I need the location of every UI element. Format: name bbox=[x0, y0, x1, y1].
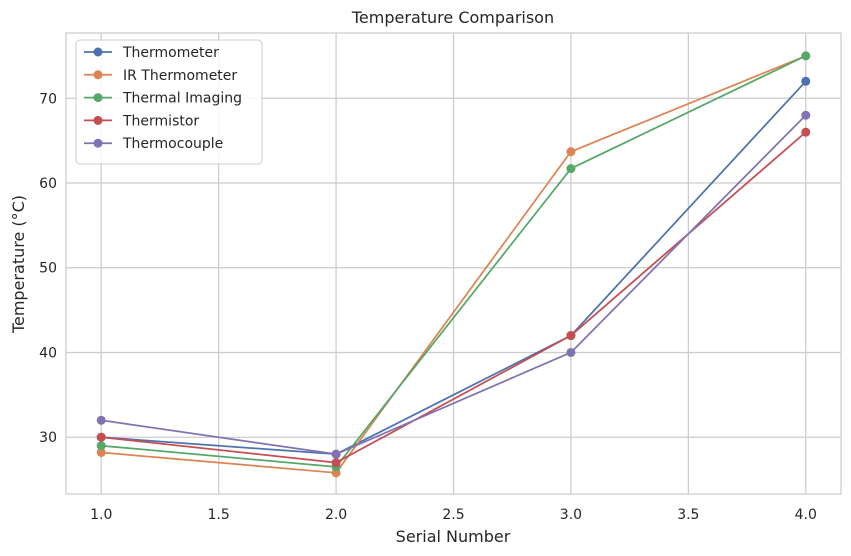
x-tick-label: 3.5 bbox=[677, 507, 699, 523]
x-tick-labels: 1.0 1.5 2.0 2.5 3.0 3.5 4.0 bbox=[90, 507, 817, 523]
series-layer bbox=[96, 51, 811, 478]
y-tick-label: 70 bbox=[39, 91, 57, 107]
data-point-thermocouple bbox=[96, 415, 106, 425]
legend-item-thermometer: Thermometer bbox=[84, 45, 219, 61]
legend-item-thermistor: Thermistor bbox=[84, 113, 199, 129]
x-tick-label: 1.0 bbox=[90, 507, 112, 523]
legend-swatch-marker bbox=[93, 93, 103, 103]
legend-swatch-marker bbox=[93, 115, 103, 125]
series-line-ir-thermometer bbox=[101, 55, 807, 474]
y-tick-labels: 30 40 50 60 70 bbox=[39, 91, 57, 446]
legend-swatch-marker bbox=[93, 138, 103, 148]
data-point-thermistor bbox=[801, 127, 811, 137]
series-line-thermocouple bbox=[101, 114, 807, 456]
data-point-thermometer bbox=[801, 76, 811, 86]
legend-label: Thermal Imaging bbox=[122, 91, 242, 107]
x-tick-label: 3.0 bbox=[560, 507, 582, 523]
x-tick-label: 2.0 bbox=[325, 507, 347, 523]
data-point-thermal-imaging bbox=[566, 164, 576, 174]
x-tick-label: 4.0 bbox=[795, 507, 817, 523]
legend-box bbox=[75, 39, 263, 165]
y-tick-label: 40 bbox=[39, 345, 57, 361]
legend-swatch-marker bbox=[93, 70, 103, 80]
data-point-thermistor bbox=[331, 458, 341, 468]
legend: Thermometer IR Thermometer Thermal Imaging… bbox=[75, 39, 263, 165]
x-axis-label: Serial Number bbox=[396, 527, 511, 546]
legend-label: IR Thermometer bbox=[123, 68, 237, 84]
data-point-ir-thermometer bbox=[566, 147, 576, 157]
chart-title: Temperature Comparison bbox=[351, 8, 554, 27]
y-tick-label: 50 bbox=[39, 261, 57, 277]
data-point-thermal-imaging bbox=[801, 51, 811, 61]
legend-swatch-marker bbox=[93, 47, 103, 57]
y-axis-label: Temperature (°C) bbox=[9, 195, 28, 334]
legend-label: Thermometer bbox=[122, 45, 219, 61]
x-tick-label: 1.5 bbox=[208, 507, 230, 523]
data-point-thermistor bbox=[566, 331, 576, 341]
y-tick-label: 60 bbox=[39, 176, 57, 192]
data-point-thermocouple bbox=[801, 110, 811, 120]
plot-area-frame bbox=[65, 32, 842, 495]
series-line-thermal-imaging bbox=[101, 55, 807, 468]
data-point-thermal-imaging bbox=[96, 441, 106, 451]
legend-item-thermocouple: Thermocouple bbox=[84, 136, 223, 152]
legend-label: Thermistor bbox=[122, 113, 199, 129]
legend-label: Thermocouple bbox=[122, 136, 223, 152]
series-line-thermometer bbox=[101, 80, 807, 456]
legend-item-ir-thermometer: IR Thermometer bbox=[84, 68, 237, 84]
legend-item-thermal-imaging: Thermal Imaging bbox=[84, 91, 242, 107]
data-point-thermocouple bbox=[331, 449, 341, 459]
data-point-ir-thermometer bbox=[96, 447, 106, 457]
y-tick-label: 30 bbox=[39, 430, 57, 446]
data-point-thermistor bbox=[96, 432, 106, 442]
series-thermocouple bbox=[96, 110, 811, 459]
data-point-thermocouple bbox=[566, 347, 576, 357]
x-tick-label: 2.5 bbox=[442, 507, 464, 523]
